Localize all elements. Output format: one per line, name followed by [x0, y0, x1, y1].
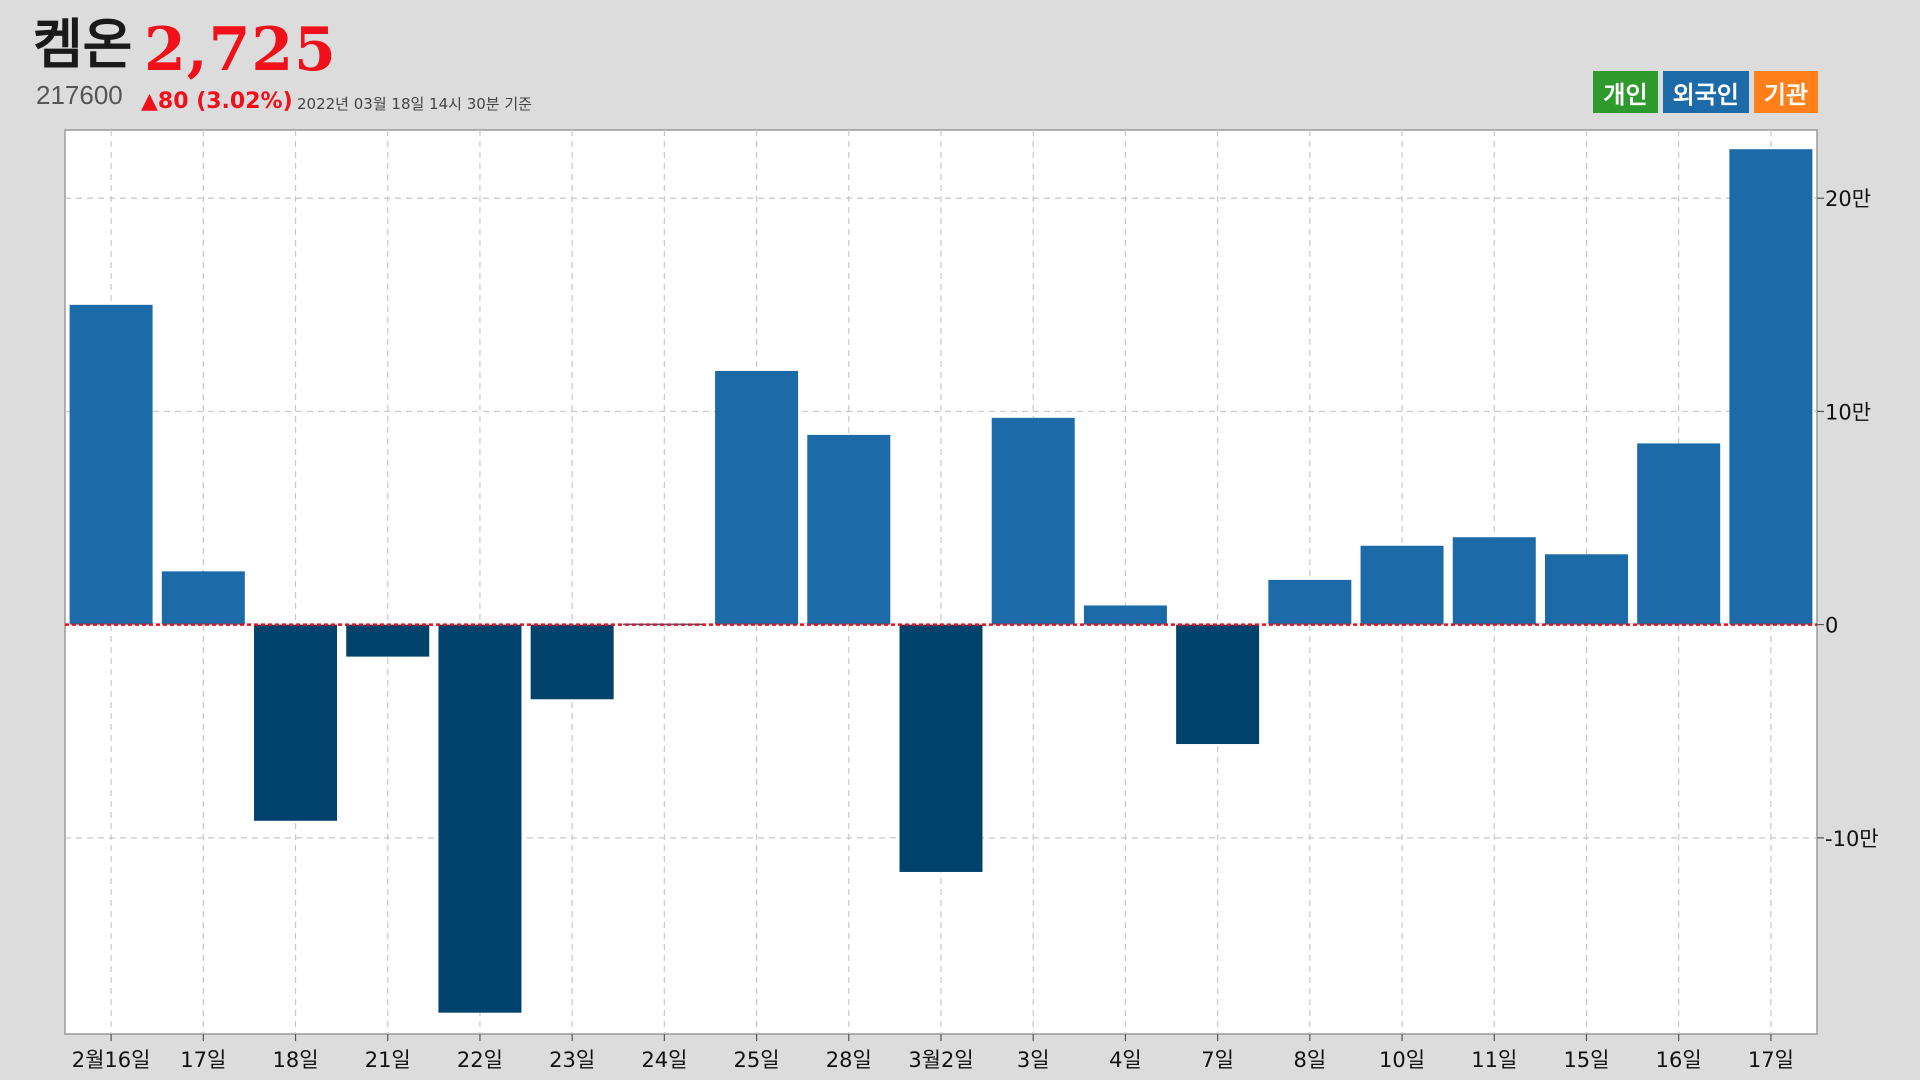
- y-tick-label: 10만: [1825, 400, 1871, 424]
- bar: [1452, 537, 1536, 625]
- x-tick-label: 11일: [1471, 1048, 1517, 1072]
- x-tick-label: 7일: [1201, 1048, 1234, 1072]
- stock-price: 2,725: [144, 15, 337, 85]
- bar: [69, 304, 153, 625]
- stock-code: 217600: [36, 80, 123, 110]
- bar: [622, 623, 706, 626]
- y-tick-label: -10만: [1825, 827, 1879, 851]
- bar: [346, 624, 430, 657]
- x-tick-label: 17일: [180, 1048, 226, 1072]
- legend-institution[interactable]: 기관: [1753, 71, 1818, 113]
- timestamp: 2022년 03월 18일 14시 30분 기준: [297, 95, 532, 113]
- bar: [1360, 545, 1444, 625]
- x-tick-label: 21일: [365, 1048, 411, 1072]
- bar: [1176, 624, 1260, 745]
- price-change: ▲80 (3.02%): [141, 89, 293, 114]
- legend: 개인 외국인 기관: [1593, 71, 1818, 113]
- bar: [438, 624, 522, 1013]
- bar: [530, 624, 614, 700]
- x-tick-label: 10일: [1379, 1048, 1425, 1072]
- bar: [1729, 149, 1813, 625]
- bar: [899, 624, 983, 872]
- bar: [254, 624, 338, 821]
- bar: [1544, 554, 1628, 625]
- x-tick-label: 28일: [826, 1048, 872, 1072]
- x-tick-label: 15일: [1563, 1048, 1609, 1072]
- x-tick-label: 24일: [641, 1048, 687, 1072]
- bar: [807, 434, 891, 625]
- x-tick-label: 22일: [457, 1048, 503, 1072]
- y-tick-labels: -10만 0 10만 20만: [1817, 187, 1879, 851]
- x-tick-label: 17일: [1748, 1048, 1794, 1072]
- x-tick-label: 2월16일: [72, 1048, 151, 1072]
- legend-foreign[interactable]: 외국인: [1662, 71, 1749, 113]
- bar: [991, 417, 1075, 625]
- y-tick-label: 0: [1825, 614, 1838, 638]
- x-tick-labels: 2월16일 17일 18일 21일 22일 23일 24일 25일 28일 3월2일 3일 4일 7일 8…: [72, 1034, 1794, 1072]
- x-tick-label: 16일: [1656, 1048, 1702, 1072]
- bar: [161, 571, 245, 625]
- chart-header: 켐온 2,725 217600 ▲80 (3.02%) 2022년 03월 18…: [0, 0, 1920, 128]
- x-tick-label: 3일: [1017, 1048, 1050, 1072]
- x-tick-label: 18일: [273, 1048, 319, 1072]
- x-tick-label: 23일: [549, 1048, 595, 1072]
- bar: [1083, 605, 1167, 625]
- bars: [69, 149, 1813, 1013]
- stock-name: 켐온: [33, 13, 133, 76]
- x-tick-label: 25일: [734, 1048, 780, 1072]
- x-tick-label: 3월2일: [908, 1048, 973, 1072]
- y-tick-label: 20만: [1825, 187, 1871, 211]
- bar: [1637, 443, 1721, 625]
- bar: [1268, 579, 1352, 625]
- legend-individual[interactable]: 개인: [1593, 71, 1658, 113]
- x-tick-label: 4일: [1109, 1048, 1142, 1072]
- bar: [715, 370, 799, 625]
- x-tick-label: 8일: [1293, 1048, 1326, 1072]
